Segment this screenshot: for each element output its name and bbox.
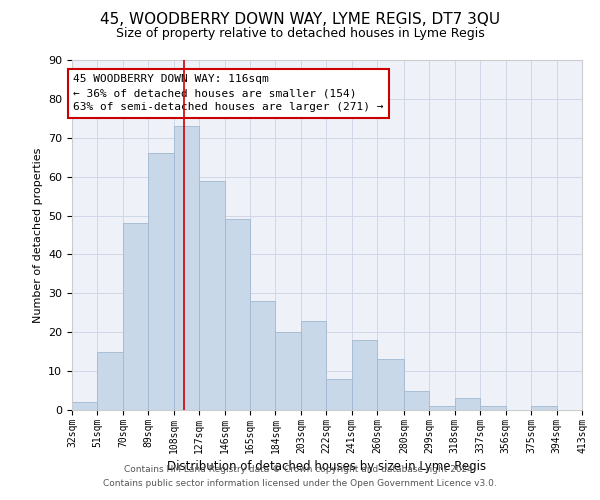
Text: Size of property relative to detached houses in Lyme Regis: Size of property relative to detached ho… <box>116 28 484 40</box>
Bar <box>224 220 250 410</box>
Bar <box>301 320 326 410</box>
Text: 45 WOODBERRY DOWN WAY: 116sqm
← 36% of detached houses are smaller (154)
63% of : 45 WOODBERRY DOWN WAY: 116sqm ← 36% of d… <box>73 74 384 112</box>
Bar <box>404 390 430 410</box>
Text: Contains HM Land Registry data © Crown copyright and database right 2024.
Contai: Contains HM Land Registry data © Crown c… <box>103 466 497 487</box>
Bar <box>174 126 199 410</box>
Bar <box>123 224 148 410</box>
Bar <box>377 360 404 410</box>
Bar <box>72 402 97 410</box>
Bar <box>97 352 123 410</box>
Y-axis label: Number of detached properties: Number of detached properties <box>32 148 43 322</box>
X-axis label: Distribution of detached houses by size in Lyme Regis: Distribution of detached houses by size … <box>167 460 487 473</box>
Bar <box>430 406 455 410</box>
Bar <box>326 379 352 410</box>
Bar <box>531 406 557 410</box>
Bar <box>455 398 480 410</box>
Bar <box>275 332 301 410</box>
Text: 45, WOODBERRY DOWN WAY, LYME REGIS, DT7 3QU: 45, WOODBERRY DOWN WAY, LYME REGIS, DT7 … <box>100 12 500 28</box>
Bar <box>148 154 174 410</box>
Bar <box>250 301 275 410</box>
Bar <box>352 340 377 410</box>
Bar <box>199 180 224 410</box>
Bar <box>480 406 506 410</box>
